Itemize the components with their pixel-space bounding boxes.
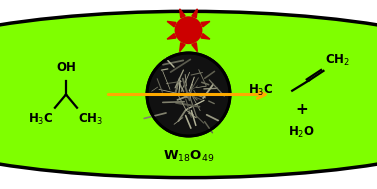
Ellipse shape (175, 17, 202, 43)
Text: H$_3$C: H$_3$C (29, 112, 54, 127)
Ellipse shape (0, 11, 377, 178)
Ellipse shape (147, 53, 230, 136)
Text: H$_3$C: H$_3$C (248, 83, 273, 98)
Polygon shape (179, 43, 185, 52)
Text: +: + (295, 102, 308, 117)
Polygon shape (192, 9, 198, 18)
Text: CH$_2$: CH$_2$ (325, 53, 350, 68)
Polygon shape (167, 34, 176, 39)
Polygon shape (179, 9, 185, 18)
Polygon shape (192, 43, 198, 52)
Polygon shape (201, 21, 210, 27)
Polygon shape (201, 34, 210, 39)
Text: CH$_3$: CH$_3$ (78, 112, 103, 127)
Polygon shape (167, 21, 176, 27)
Text: OH: OH (56, 61, 76, 74)
Text: W$_{18}$O$_{49}$: W$_{18}$O$_{49}$ (163, 149, 214, 164)
Text: H$_2$O: H$_2$O (288, 125, 315, 140)
